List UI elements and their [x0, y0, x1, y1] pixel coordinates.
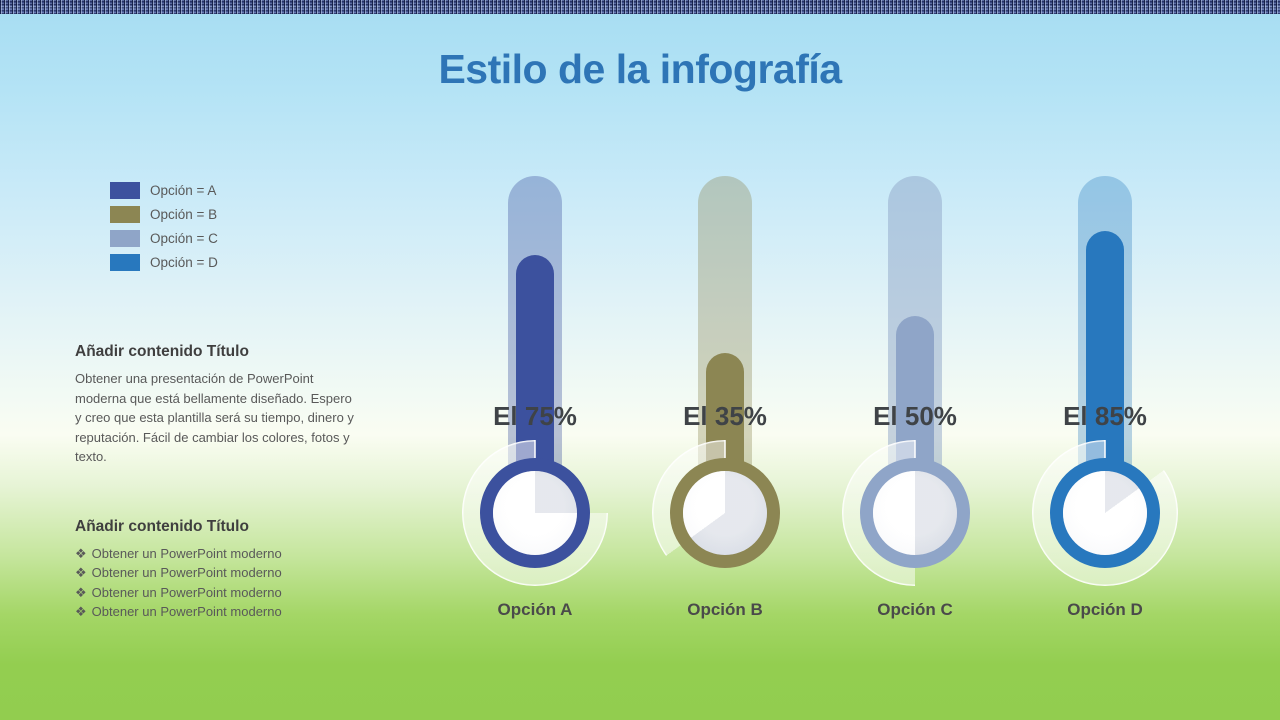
legend-swatch-d [110, 254, 140, 271]
section-body-text: Obtener una presentación de PowerPoint m… [75, 371, 354, 464]
section-heading: Añadir contenido Título [75, 343, 249, 360]
thermometer-chart: El 75% Opción A El 35% Opción B El 50% O… [440, 176, 1200, 656]
category-label: Opción D [1067, 600, 1143, 619]
legend-swatch-a [110, 182, 140, 199]
legend-swatch-b [110, 206, 140, 223]
category-label: Opción B [687, 600, 763, 619]
legend-swatch-c [110, 230, 140, 247]
thermometer-bulb [480, 458, 590, 568]
category-label: Opción A [497, 600, 573, 619]
value-label: El 75% [493, 400, 577, 431]
bulb-pie-shade [873, 471, 957, 555]
bullet-item: ❖ Obtener un PowerPoint moderno [75, 583, 360, 602]
bullet-text: Obtener un PowerPoint moderno [91, 584, 282, 600]
diamond-bullet-icon: ❖ [75, 546, 87, 561]
thermometer-option-c: El 50% Opción C [820, 176, 1010, 656]
diamond-bullet-icon: ❖ [75, 565, 87, 581]
legend-label-c: Opción = C [150, 231, 218, 246]
legend: Opción = A Opción = B Opción = C Opción … [110, 182, 218, 278]
bullet-text: Obtener un PowerPoint moderno [91, 565, 282, 581]
thermometer-option-a: El 75% Opción A [440, 176, 630, 656]
legend-label-d: Opción = D [150, 255, 218, 270]
legend-item-b: Opción = B [110, 206, 218, 223]
thermometer-option-b: El 35% Opción B [630, 176, 820, 656]
bulb-pie-shade [493, 471, 577, 555]
legend-label-a: Opción = A [150, 183, 217, 198]
thermometer-option-d: El 85% Opción D [1010, 176, 1200, 656]
diamond-bullet-icon: ❖ [75, 604, 87, 620]
section-heading: Añadir contenido Título [75, 518, 249, 535]
bulb-pie-shade [683, 471, 767, 555]
slide-title: Estilo de la infografía [438, 46, 842, 92]
legend-label-b: Opción = B [150, 207, 218, 222]
legend-item-d: Opción = D [110, 254, 218, 271]
bullet-text: Obtener un PowerPoint moderno [91, 604, 282, 620]
bulb-pie-shade [1063, 471, 1147, 555]
bullet-text: Obtener un PowerPoint moderno [91, 546, 282, 561]
bullet-list: ❖ Obtener un PowerPoint moderno ❖ Obtener … [75, 544, 360, 622]
diamond-bullet-icon: ❖ [75, 584, 87, 600]
bullet-item: ❖ Obtener un PowerPoint moderno [75, 544, 360, 563]
bullet-item: ❖ Obtener un PowerPoint moderno [75, 602, 360, 621]
legend-item-a: Opción = A [110, 182, 218, 199]
legend-item-c: Opción = C [110, 230, 218, 247]
content-section-bullets: Añadir contenido Título ❖ Obtener un Powe… [75, 518, 360, 622]
content-section-paragraph: Añadir contenido Título Obtener una pres… [75, 343, 360, 467]
decorative-top-border [0, 0, 1280, 14]
category-label: Opción C [877, 600, 953, 619]
value-label: El 35% [683, 400, 767, 431]
bullet-item: ❖ Obtener un PowerPoint moderno [75, 563, 360, 582]
value-label: El 85% [1063, 400, 1147, 431]
value-label: El 50% [873, 400, 957, 431]
